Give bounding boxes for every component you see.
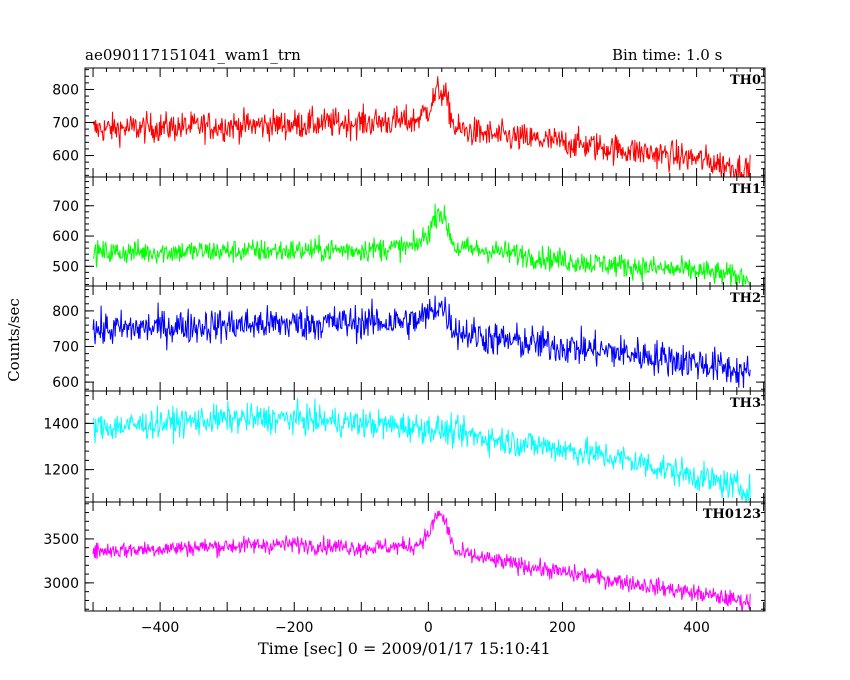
y-tick-label: 800 — [52, 82, 79, 98]
y-tick-label: 3000 — [43, 576, 79, 592]
series-line-th0123 — [92, 510, 751, 611]
y-tick-label: 500 — [52, 259, 79, 275]
panel-label-th2: TH2 — [730, 291, 761, 306]
x-tick-label: −400 — [141, 620, 179, 636]
panel-frame-th2 — [84, 285, 766, 392]
series-line-th1 — [92, 203, 750, 286]
panel-frame-th3 — [84, 390, 766, 503]
y-tick-label: 800 — [52, 304, 79, 320]
series-line-th2 — [92, 295, 751, 388]
y-tick-label: 700 — [52, 340, 79, 356]
x-tick-label: −200 — [275, 620, 313, 636]
y-tick-label: 700 — [52, 116, 79, 132]
panel-frame-th0123 — [84, 501, 766, 612]
panel-label-th1: TH1 — [730, 182, 761, 197]
panel-label-th3: TH3 — [730, 396, 761, 411]
series-line-th3 — [92, 398, 751, 502]
x-tick-label: 200 — [549, 620, 576, 636]
panel-label-th0123: TH0123 — [703, 507, 761, 522]
y-tick-label: 600 — [52, 149, 79, 165]
y-tick-label: 3500 — [43, 532, 79, 548]
y-tick-label: 700 — [52, 199, 79, 215]
x-axis-label: Time [sec] 0 = 2009/01/17 15:10:41 — [258, 639, 551, 658]
y-tick-label: 600 — [52, 375, 79, 391]
y-tick-label: 1400 — [43, 416, 79, 432]
x-tick-label: 0 — [424, 620, 433, 636]
panel-label-th0: TH0 — [730, 73, 761, 88]
series-line-th0 — [92, 76, 751, 177]
panel-frame-th0 — [84, 67, 766, 178]
x-tick-label: 400 — [683, 620, 710, 636]
bin-time-label: Bin time: 1.0 s — [612, 46, 723, 64]
y-tick-label: 600 — [52, 229, 79, 245]
y-tick-label: 1200 — [43, 463, 79, 479]
chart-title: ae090117151041_wam1_trn — [85, 46, 301, 64]
